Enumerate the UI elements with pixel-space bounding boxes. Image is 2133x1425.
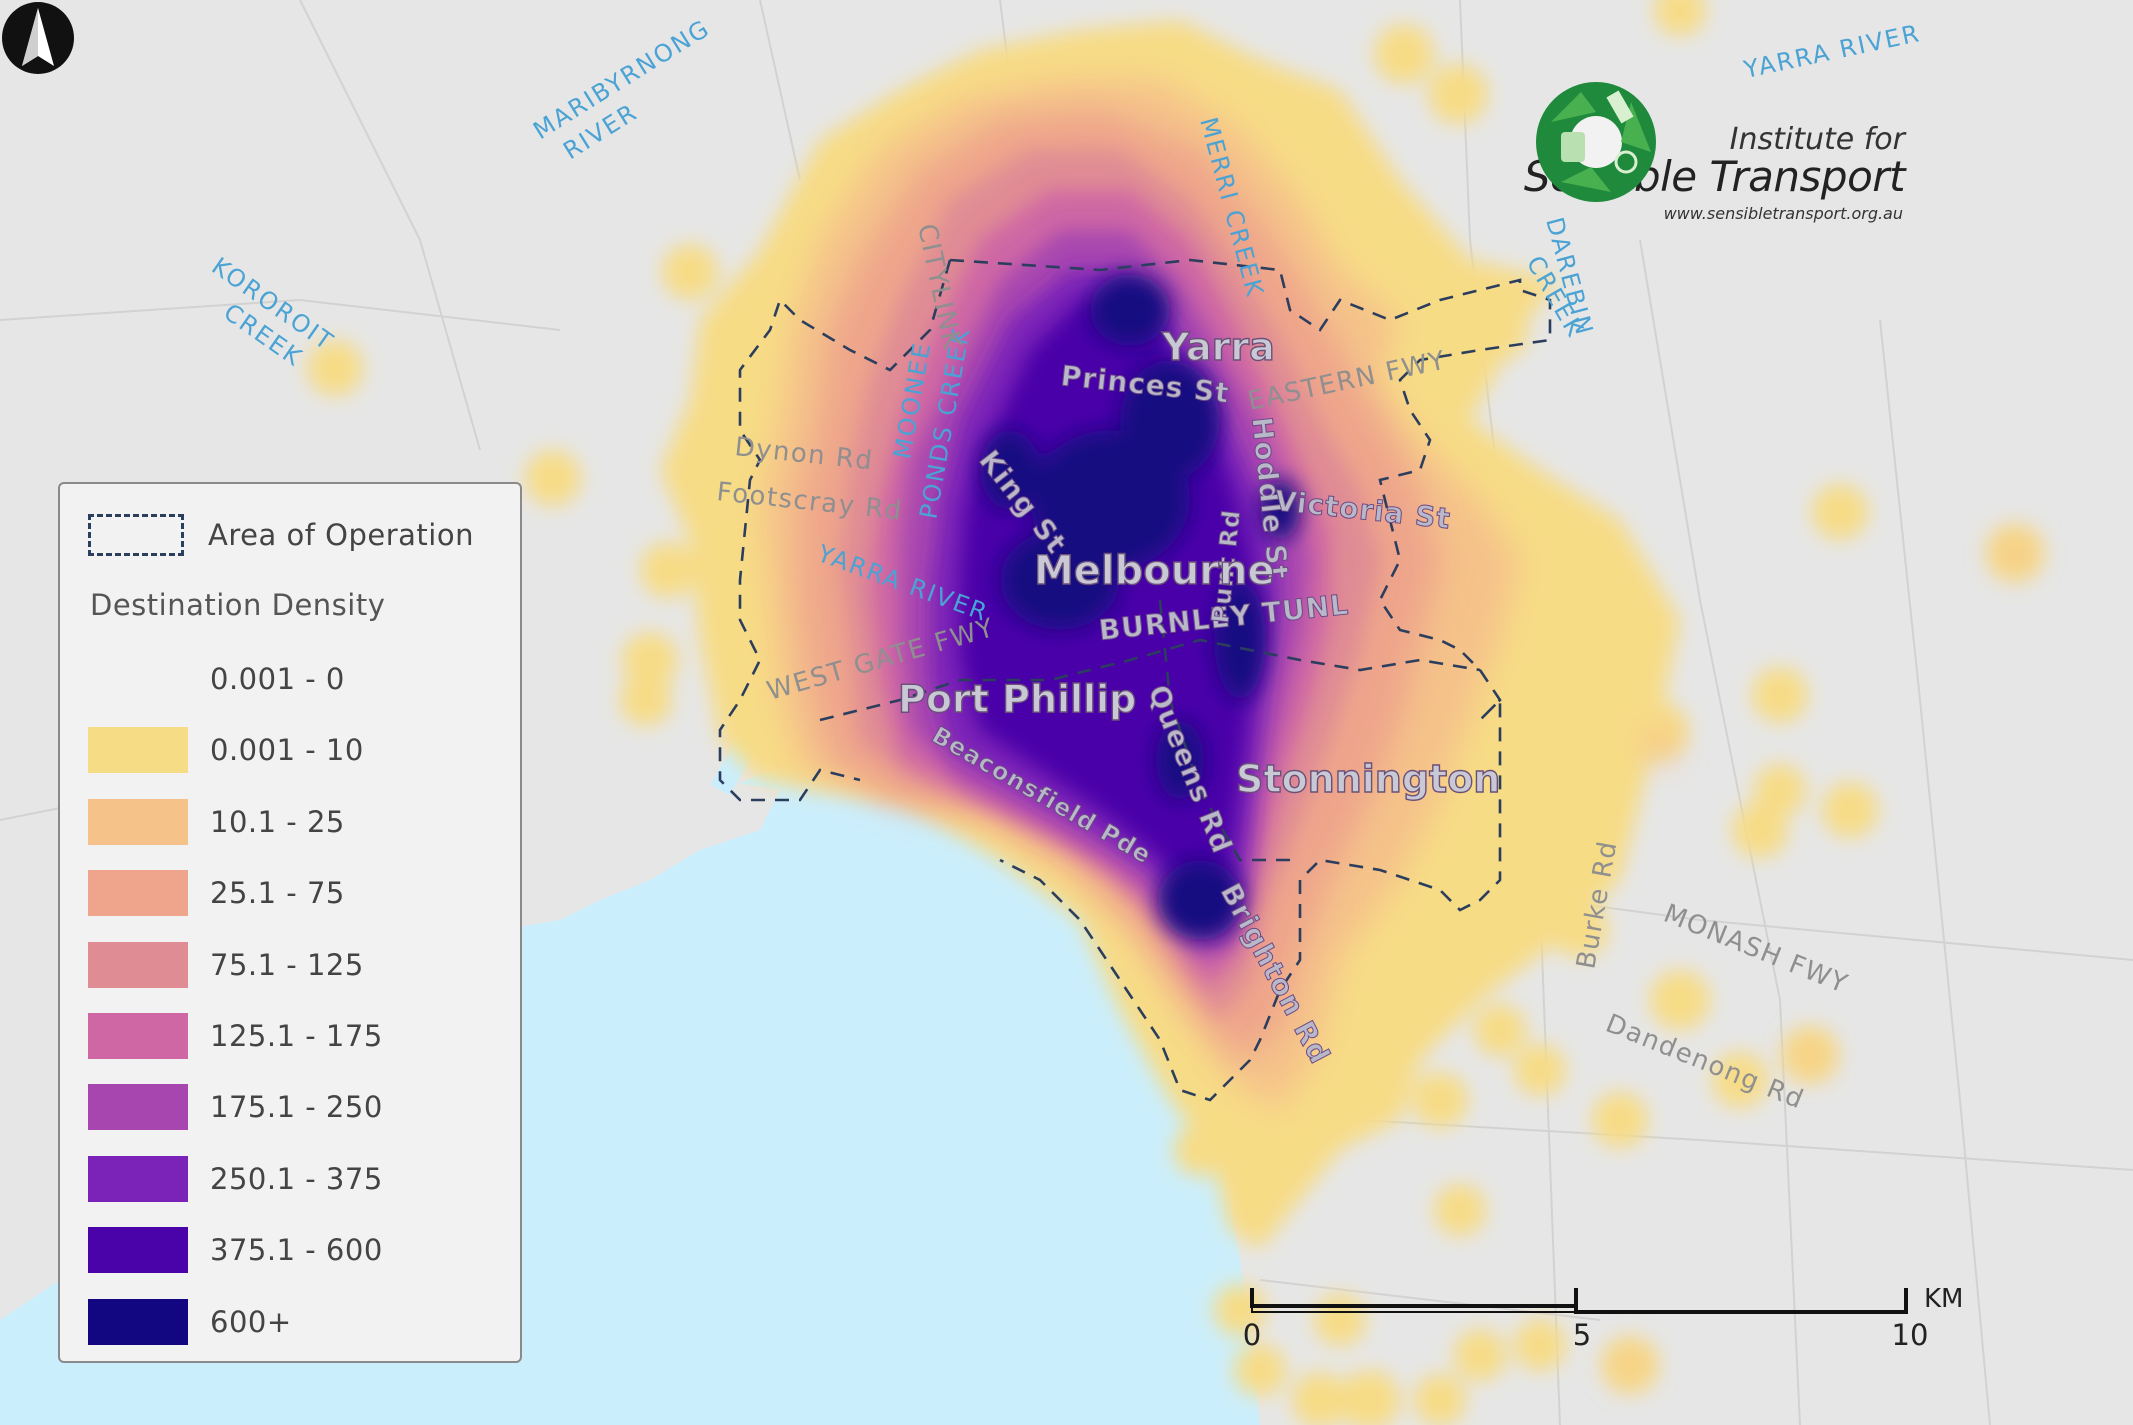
density-600-plus bbox=[980, 274, 1300, 940]
legend-class-label: 175.1 - 250 bbox=[210, 1090, 383, 1125]
legend-class-row: 175.1 - 250 bbox=[88, 1084, 383, 1131]
legend-heading: Destination Density bbox=[90, 588, 386, 622]
legend-swatch bbox=[88, 1013, 188, 1059]
map-legend: Area of Operation Destination Density 0.… bbox=[58, 482, 522, 1363]
logo-line-1: Institute for bbox=[1729, 122, 1905, 157]
label-melbourne: Melbourne bbox=[1034, 548, 1275, 594]
legend-swatch bbox=[88, 1227, 188, 1274]
legend-swatch bbox=[88, 656, 188, 702]
legend-class-row: 25.1 - 75 bbox=[88, 870, 345, 917]
legend-class-row: 0.001 - 0 bbox=[88, 656, 345, 702]
label-stonnington: Stonnington bbox=[1236, 757, 1500, 801]
scale-bar: 0 5 10 KM bbox=[1242, 1276, 1964, 1356]
legend-class-label: 75.1 - 125 bbox=[210, 947, 364, 982]
legend-class-label: 0.001 - 10 bbox=[210, 733, 364, 768]
legend-class-label: 600+ bbox=[210, 1304, 292, 1339]
legend-class-label: 125.1 - 175 bbox=[210, 1019, 383, 1053]
legend-class-label: 0.001 - 0 bbox=[210, 662, 345, 696]
label-yarra: Yarra bbox=[1161, 325, 1275, 369]
area-of-operation-boundary bbox=[718, 258, 1552, 1102]
institute-logo: Institute for Sensible Transport www.sen… bbox=[1521, 52, 2081, 242]
legend-swatch bbox=[88, 1298, 188, 1345]
legend-class-row: 0.001 - 10 bbox=[88, 727, 364, 774]
legend-swatch bbox=[88, 727, 188, 774]
legend-area-label: Area of Operation bbox=[208, 518, 474, 552]
legend-class-row: 375.1 - 600 bbox=[88, 1227, 383, 1274]
legend-class-label: 10.1 - 25 bbox=[210, 804, 345, 839]
legend-area-of-operation: Area of Operation bbox=[88, 512, 474, 558]
peninsula bbox=[500, 780, 780, 930]
legend-class-row: 10.1 - 25 bbox=[88, 798, 345, 845]
legend-swatch bbox=[88, 798, 188, 845]
recycle-transport-icon bbox=[1536, 82, 1656, 202]
legend-class-label: 250.1 - 375 bbox=[210, 1161, 383, 1196]
legend-class-label: 375.1 - 600 bbox=[210, 1233, 383, 1268]
legend-swatch bbox=[88, 1084, 188, 1131]
scale-tick-5: 5 bbox=[1572, 1318, 1592, 1352]
legend-class-row: 250.1 - 375 bbox=[88, 1155, 383, 1202]
legend-swatch bbox=[88, 941, 188, 988]
legend-swatch bbox=[88, 1155, 188, 1202]
north-arrow-icon bbox=[2, 2, 74, 74]
dashed-box-icon bbox=[88, 514, 184, 556]
scale-tick-10: 10 bbox=[1891, 1318, 1929, 1352]
legend-class-row: 600+ bbox=[88, 1298, 292, 1345]
scale-tick-0: 0 bbox=[1242, 1318, 1262, 1352]
legend-class-label: 25.1 - 75 bbox=[210, 876, 345, 911]
legend-class-row: 125.1 - 175 bbox=[88, 1013, 383, 1059]
scale-unit: KM bbox=[1924, 1284, 1964, 1314]
logo-url: www.sensibletransport.org.au bbox=[1663, 204, 1903, 223]
legend-class-row: 75.1 - 125 bbox=[88, 941, 364, 988]
legend-swatch bbox=[88, 870, 188, 917]
region-labels: Yarra Melbourne Port Phillip Stonnington bbox=[897, 324, 1501, 801]
label-port-phillip: Port Phillip bbox=[898, 677, 1136, 721]
scale-bar-line bbox=[1250, 1288, 1908, 1314]
